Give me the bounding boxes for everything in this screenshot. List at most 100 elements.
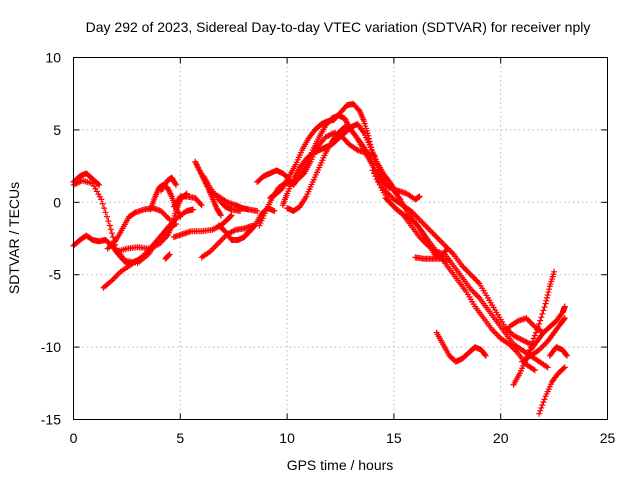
series-track-31 (527, 303, 568, 353)
y-axis-title: SDTVAR / TECUs (6, 182, 22, 294)
y-tick-label: -5 (49, 267, 62, 283)
data-point (108, 230, 115, 237)
data-point (435, 235, 442, 242)
data-point (536, 410, 543, 417)
data-point (107, 226, 114, 233)
data-point (527, 319, 534, 326)
data-point (426, 226, 433, 233)
y-axis-tick-labels: -15 -10 -5 0 5 10 (41, 50, 61, 428)
data-point (417, 218, 424, 225)
data-point (523, 315, 530, 322)
series-track-16 (198, 222, 256, 261)
data-point (538, 404, 545, 411)
data-point (102, 209, 109, 216)
data-point (422, 222, 429, 229)
data-point (95, 180, 102, 187)
x-axis-tick-labels: 0 5 10 15 20 25 (70, 430, 616, 446)
data-point (541, 304, 548, 311)
data-point (388, 193, 395, 200)
data-point (437, 238, 444, 245)
y-tick-label: 5 (53, 122, 61, 138)
data-point (429, 229, 436, 236)
data-point (439, 239, 446, 246)
data-point (106, 222, 113, 229)
x-tick-label: 25 (600, 430, 616, 446)
data-point (546, 286, 553, 293)
data-point (460, 264, 467, 271)
y-tick-label: -15 (41, 412, 61, 428)
data-point (544, 364, 551, 371)
data-point (197, 200, 204, 207)
data-point (467, 271, 474, 278)
data-point (388, 200, 395, 207)
data-point (172, 180, 179, 187)
data-point (551, 268, 558, 275)
data-point (472, 276, 479, 283)
data-point (561, 316, 568, 323)
data-point (385, 190, 392, 197)
data-point (544, 291, 551, 298)
data-point (177, 213, 184, 220)
data-point (211, 244, 218, 251)
data-point (474, 278, 481, 285)
data-point (469, 273, 476, 280)
data-point (166, 216, 173, 223)
data-point (190, 206, 197, 213)
data-point (504, 326, 511, 333)
data-point (217, 238, 224, 245)
data-point (158, 207, 165, 214)
x-tick-label: 20 (493, 430, 509, 446)
data-point (250, 223, 257, 230)
data-point (543, 297, 550, 304)
series-track-22 (284, 124, 423, 214)
data-point (444, 245, 451, 252)
series-track-28 (433, 329, 489, 365)
x-tick-label: 0 (70, 430, 78, 446)
data-point (103, 213, 110, 220)
data-point (110, 234, 117, 241)
data-point (114, 271, 121, 278)
data-point (227, 213, 234, 220)
data-point (198, 202, 205, 209)
series-track-27 (412, 254, 453, 264)
data-point (163, 213, 170, 220)
data-point (492, 329, 499, 336)
data-point (482, 352, 489, 359)
data-point (425, 225, 432, 232)
data-point (535, 323, 542, 330)
data-point (162, 212, 169, 219)
data-point (540, 307, 547, 314)
data-point (412, 212, 419, 219)
data-point (537, 407, 544, 414)
data-point (561, 364, 568, 371)
data-point (563, 351, 570, 358)
x-tick-label: 10 (279, 430, 295, 446)
data-point (217, 212, 224, 219)
data-point (212, 242, 219, 249)
data-point (531, 332, 538, 339)
data-point (538, 344, 545, 351)
data-point (111, 274, 118, 281)
data-point (217, 211, 224, 218)
data-point (101, 205, 108, 212)
y-tick-label: -10 (41, 339, 61, 355)
data-point (449, 249, 456, 256)
data-point (99, 200, 106, 207)
data-point (436, 236, 443, 243)
data-point (416, 193, 423, 200)
data-series (70, 100, 570, 417)
data-point (537, 317, 544, 324)
data-point (563, 352, 570, 359)
data-point (539, 402, 546, 409)
data-point (470, 274, 477, 281)
data-point (416, 216, 423, 223)
data-point (98, 196, 105, 203)
data-point (113, 273, 120, 280)
data-point (214, 241, 221, 248)
data-point (463, 267, 470, 274)
data-point (534, 326, 541, 333)
series-track-34 (546, 344, 570, 359)
series-track-9 (162, 251, 173, 262)
series-track-26 (369, 167, 451, 261)
data-point (105, 218, 112, 225)
